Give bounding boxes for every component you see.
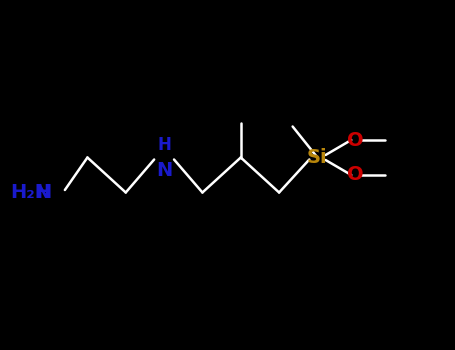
Text: H: H (35, 183, 51, 202)
Text: H: H (157, 135, 171, 154)
Text: H₂N: H₂N (10, 183, 51, 202)
Text: N: N (156, 161, 172, 181)
Text: Si: Si (307, 148, 328, 167)
Text: O: O (348, 166, 364, 184)
Text: O: O (348, 131, 364, 149)
